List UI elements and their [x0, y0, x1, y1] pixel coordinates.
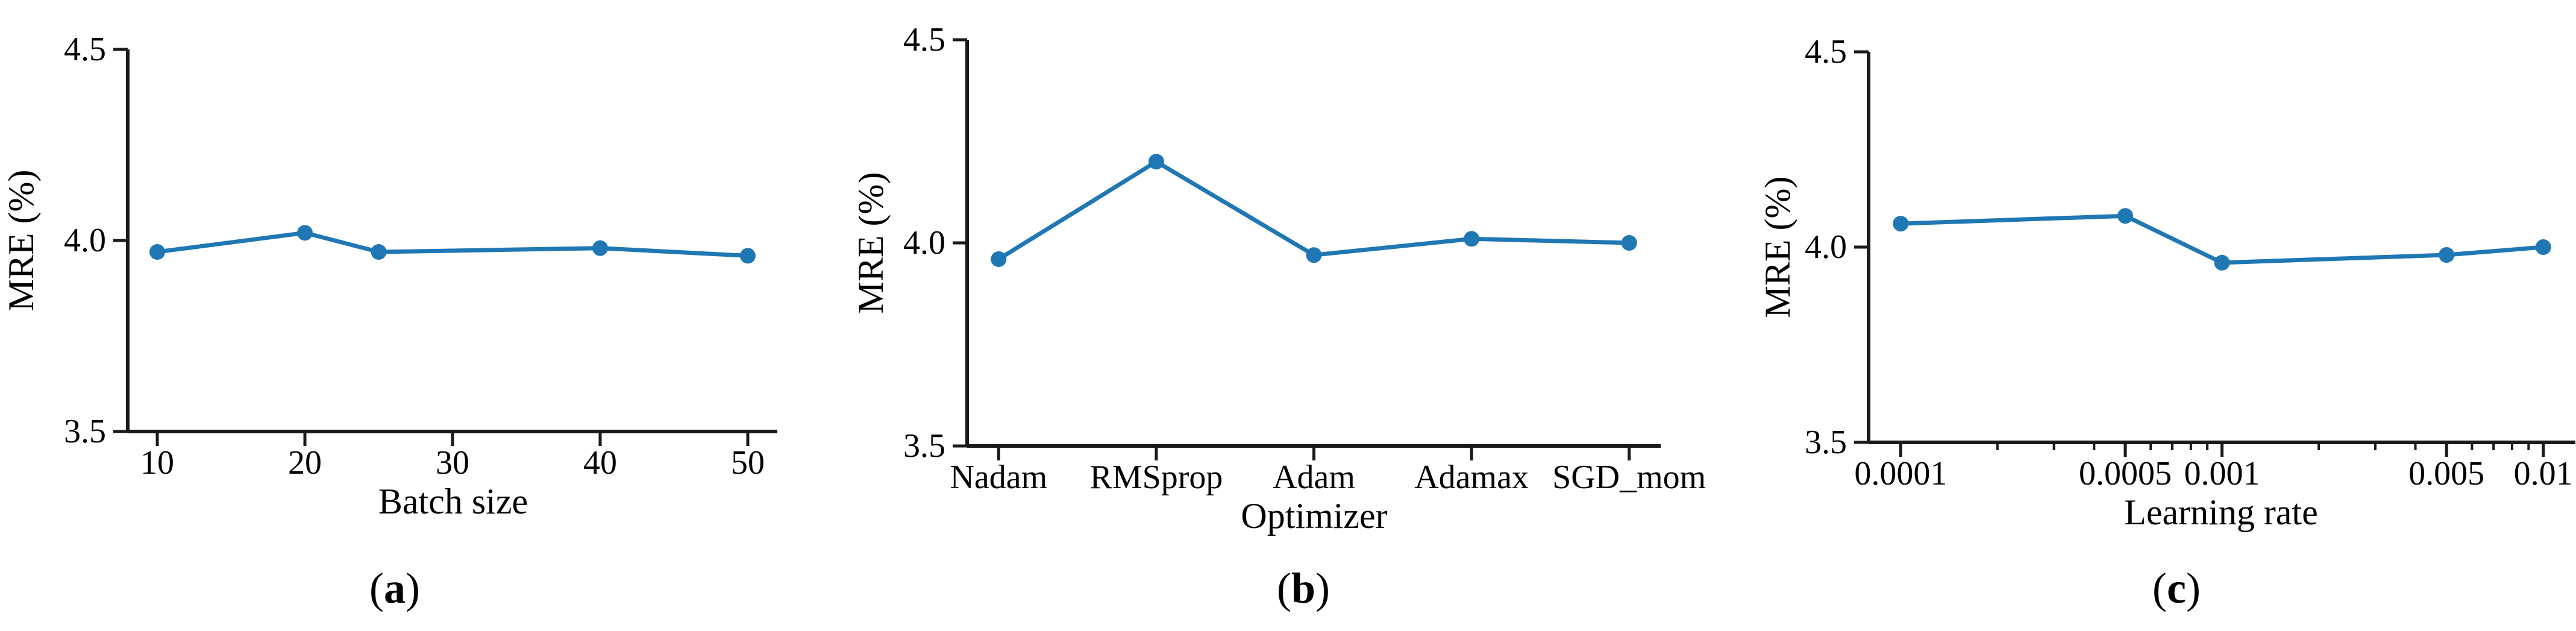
y-axis-tick-labels: 3.5 4.0 4.5: [64, 31, 106, 450]
caption-letter-b: b: [1291, 564, 1315, 612]
y-axis-title-b: MRE (%): [859, 172, 891, 314]
subplot-a: 10 20 30 40 50 3.5 4.0 4.5 Batch size MRE (%) (…: [0, 0, 859, 631]
subplot-caption-a: (a): [369, 564, 420, 612]
y-axis-tick-labels: 3.5 4.0 4.5: [903, 21, 945, 465]
y-tick-label: 4.5: [903, 21, 945, 58]
y-axis-ticks: [113, 48, 128, 433]
data-point-marker: [371, 244, 387, 260]
data-point-marker: [2117, 208, 2133, 224]
caption-close-paren: ): [2186, 564, 2201, 612]
data-point-marker: [2535, 239, 2551, 255]
x-tick-label: 10: [140, 444, 174, 482]
y-tick-label: 4.5: [64, 31, 106, 68]
data-point-marker: [1464, 231, 1480, 247]
caption-open-paren: (: [2152, 564, 2167, 612]
x-tick-label: 0.0005: [2079, 455, 2172, 492]
x-axis-ticks: [155, 432, 750, 446]
data-point-marker: [1148, 154, 1164, 170]
y-tick-label: 3.5: [1805, 424, 1847, 461]
x-tick-label: 30: [436, 444, 469, 482]
y-tick-label: 4.0: [64, 222, 106, 259]
plot-area-c: 0.0001 0.0005 0.001 0.005 0.01 3.5 4.0 4.5: [1805, 33, 2575, 492]
x-tick-label: Adam: [1273, 459, 1355, 496]
x-axis-ticks: [997, 446, 1631, 460]
x-axis-title-c: Learning rate: [2124, 492, 2317, 532]
data-line: [155, 230, 750, 258]
x-tick-label: Nadam: [950, 459, 1047, 496]
x-tick-label: 0.005: [2408, 455, 2484, 492]
y-tick-label: 4.5: [1805, 33, 1847, 71]
x-tick-label: 20: [288, 444, 322, 482]
plot-area-a: 10 20 30 40 50 3.5 4.0 4.5: [64, 31, 777, 482]
data-series: [1893, 208, 2551, 271]
x-tick-label: SGD_mom: [1552, 459, 1706, 496]
x-axis-tick-labels: 0.0001 0.0005 0.001 0.005 0.01: [1854, 455, 2572, 492]
subplot-caption-c: (c): [2152, 564, 2201, 612]
caption-letter-c: c: [2167, 564, 2186, 612]
y-axis-title-c: MRE (%): [1758, 177, 1797, 318]
caption-letter-a: a: [384, 564, 406, 612]
caption-close-paren: ): [406, 564, 420, 612]
line-chart-optimizer: Nadam RMSprop Adam Adamax SGD_mom 3.5 4.0 4.5 O…: [859, 21, 1706, 612]
subplot-c: 0.0001 0.0005 0.001 0.005 0.01 3.5 4.0 4.5 Lear…: [1717, 0, 2576, 631]
plot-area-b: Nadam RMSprop Adam Adamax SGD_mom 3.5 4.0 4.5: [903, 21, 1706, 496]
y-axis-ticks: [1854, 50, 1869, 444]
subplot-caption-b: (b): [1277, 564, 1330, 612]
x-axis-tick-labels: Nadam RMSprop Adam Adamax SGD_mom: [950, 459, 1706, 496]
line-chart-learning-rate: 0.0001 0.0005 0.001 0.005 0.01 3.5 4.0 4.5 Lear…: [1758, 33, 2575, 612]
data-point-marker: [2439, 247, 2455, 263]
data-point-marker: [1893, 216, 1909, 232]
x-axis-tick-labels: 10 20 30 40 50: [140, 444, 765, 482]
y-tick-label: 3.5: [903, 427, 945, 465]
x-tick-label: RMSprop: [1089, 459, 1223, 496]
data-point-marker: [2214, 254, 2230, 271]
line-chart-batch-size: 10 20 30 40 50 3.5 4.0 4.5 Batch size MRE (%) (…: [1, 31, 777, 612]
x-axis-title-b: Optimizer: [1241, 496, 1387, 536]
y-axis-ticks: [953, 38, 967, 448]
y-tick-label: 3.5: [64, 413, 106, 450]
axes-spines: [126, 49, 777, 433]
x-tick-label: 50: [731, 444, 765, 482]
caption-open-paren: (: [369, 564, 384, 612]
x-tick-label: 0.001: [2184, 455, 2260, 492]
x-tick-label: 0.01: [2514, 455, 2573, 492]
caption-close-paren: ): [1315, 564, 1330, 612]
data-series: [149, 225, 756, 264]
axes-spines: [1867, 52, 2575, 444]
subplot-b: Nadam RMSprop Adam Adamax SGD_mom 3.5 4.0 4.5 O…: [859, 0, 1717, 631]
caption-open-paren: (: [1277, 564, 1291, 612]
y-tick-label: 4.0: [903, 224, 945, 262]
y-axis-title-a: MRE (%): [1, 170, 41, 312]
data-point-marker: [740, 248, 756, 264]
y-axis-tick-labels: 3.5 4.0 4.5: [1805, 33, 1847, 461]
data-point-marker: [1306, 247, 1322, 263]
x-axis-ticks: [1899, 442, 2545, 457]
data-point-marker: [592, 240, 608, 256]
data-point-marker: [1621, 235, 1637, 251]
data-point-marker: [149, 244, 165, 260]
x-tick-label: 40: [583, 444, 617, 482]
data-line: [996, 159, 1632, 262]
data-series: [991, 154, 1637, 267]
x-tick-label: 0.0001: [1854, 455, 1947, 492]
x-axis-title-a: Batch size: [378, 482, 528, 521]
data-point-marker: [297, 225, 313, 241]
y-tick-label: 4.0: [1805, 228, 1847, 266]
data-point-marker: [991, 251, 1007, 267]
x-tick-label: Adamax: [1414, 459, 1529, 496]
